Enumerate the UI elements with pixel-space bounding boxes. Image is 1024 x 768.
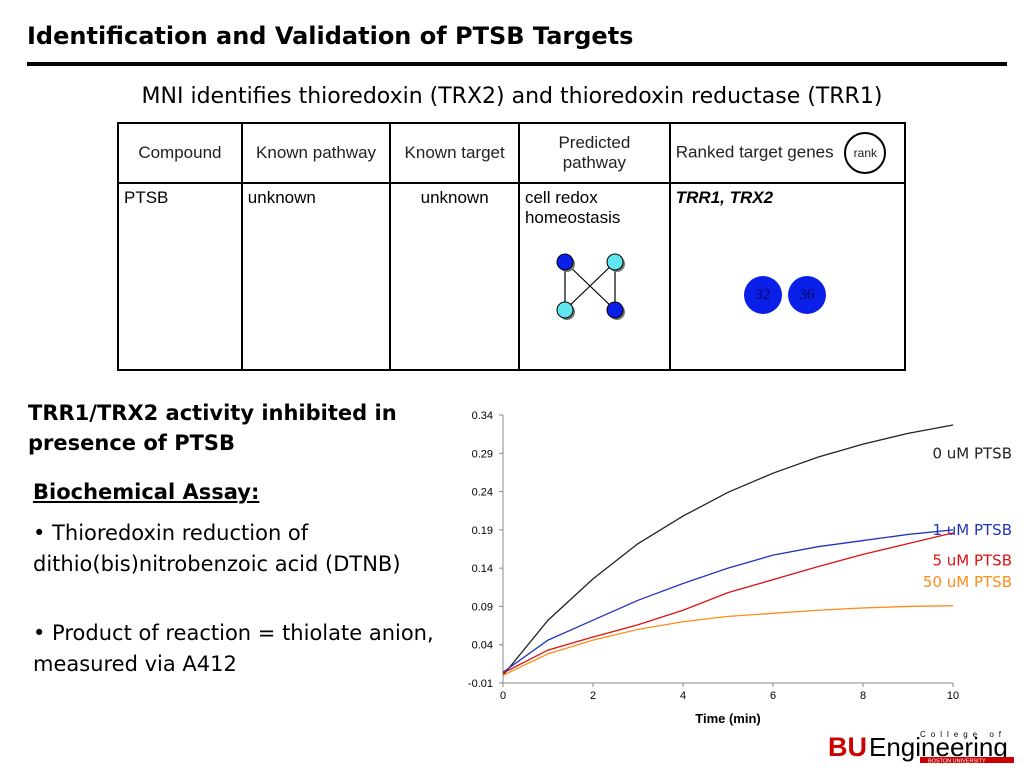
header-known-target: Known target — [389, 122, 520, 184]
cell-known-pathway: unknown — [240, 182, 392, 371]
network-node — [556, 253, 574, 271]
table-header-row: Compound Known pathway Known target Pred… — [117, 122, 907, 184]
x-tick-label: 2 — [590, 690, 596, 702]
network-graph-icon — [556, 253, 625, 320]
header-predicted-pathway: Predicted pathway — [517, 122, 671, 184]
series-line-2 — [502, 529, 954, 673]
y-tick-label: 0.29 — [472, 448, 493, 460]
logo-bu-text: BU — [828, 732, 867, 762]
cell-known-target: unknown — [389, 182, 520, 371]
header-ranked-label: Ranked target genes — [675, 142, 834, 162]
ranked-genes-text: TRR1, TRX2 — [675, 188, 774, 207]
rank-ball-trr1: 32 — [743, 276, 782, 314]
results-heading: TRR1/TRX2 activity inhibited in presence… — [28, 401, 397, 455]
logo-boston-university-text: BOSTON UNIVERSITY — [928, 759, 986, 765]
x-axis-title: Time (min) — [695, 711, 761, 726]
series-line-1 — [502, 424, 954, 676]
y-tick-label: 0.19 — [472, 525, 493, 537]
y-tick-label: 0.09 — [472, 601, 493, 613]
y-tick-label: 0.04 — [472, 640, 493, 652]
y-tick-label: -0.01 — [468, 678, 493, 690]
x-tick-label: 6 — [770, 690, 776, 702]
cell-predicted-pathway: cell redox homeostasis — [517, 182, 671, 371]
cell-ranked-genes: TRR1, TRX2 32 36 — [668, 182, 907, 371]
target-table: Compound Known pathway Known target Pred… — [117, 122, 907, 371]
predicted-pathway-text: cell redox homeostasis — [524, 188, 621, 227]
y-tick-label: 0.24 — [472, 487, 493, 499]
bu-engineering-logo: BU Engineering College of BOSTON UNIVERS… — [828, 730, 1014, 765]
y-tick-label: 0.34 — [472, 410, 493, 422]
x-tick-label: 4 — [680, 690, 686, 702]
series-label-1: 0 uM PTSB — [932, 444, 1012, 462]
slide-title: Identification and Validation of PTSB Ta… — [27, 22, 634, 50]
y-tick-label: 0.14 — [472, 563, 493, 575]
logo-college-of-text: College of — [920, 730, 1006, 739]
assay-bullet-1: • Thioredoxin reduction of dithio(bis)ni… — [33, 521, 401, 576]
x-tick-label: 8 — [860, 690, 866, 702]
series-line-3 — [502, 532, 954, 674]
series-line-4 — [502, 605, 954, 676]
assay-heading: Biochemical Assay: — [33, 480, 260, 504]
assay-bullet-2: • Product of reaction = thiolate anion, … — [33, 621, 434, 676]
slide-subtitle: MNI identifies thioredoxin (TRX2) and th… — [141, 84, 883, 109]
network-node — [556, 301, 574, 319]
logo-red-bar — [920, 757, 1014, 763]
rank-ball-trx2: 36 — [787, 276, 826, 314]
absorbance-line-chart: -0.01 0.04 0.09 0.14 0.19 0.24 0.29 0.34 0 2 4 6 8 10… — [468, 410, 1012, 726]
cell-compound: PTSB — [117, 182, 243, 371]
header-compound: Compound — [117, 122, 243, 184]
header-known-pathway: Known pathway — [240, 122, 392, 184]
series-label-4: 50 uM PTSB — [923, 573, 1012, 591]
series-label-2: 1 uM PTSB — [932, 521, 1012, 539]
rank-balls: 32 36 — [743, 276, 899, 314]
network-edge — [564, 261, 616, 311]
header-ranked-target-genes: Ranked target genes rank — [668, 122, 907, 184]
series-label-3: 5 uM PTSB — [932, 551, 1012, 569]
rank-badge: rank — [844, 132, 887, 174]
network-node — [606, 253, 624, 271]
x-tick-label: 0 — [500, 690, 506, 702]
title-divider — [27, 62, 1007, 66]
network-node — [606, 301, 624, 319]
x-tick-label: 10 — [947, 690, 959, 702]
table-row: PTSB unknown unknown cell redox homeosta… — [117, 182, 907, 371]
